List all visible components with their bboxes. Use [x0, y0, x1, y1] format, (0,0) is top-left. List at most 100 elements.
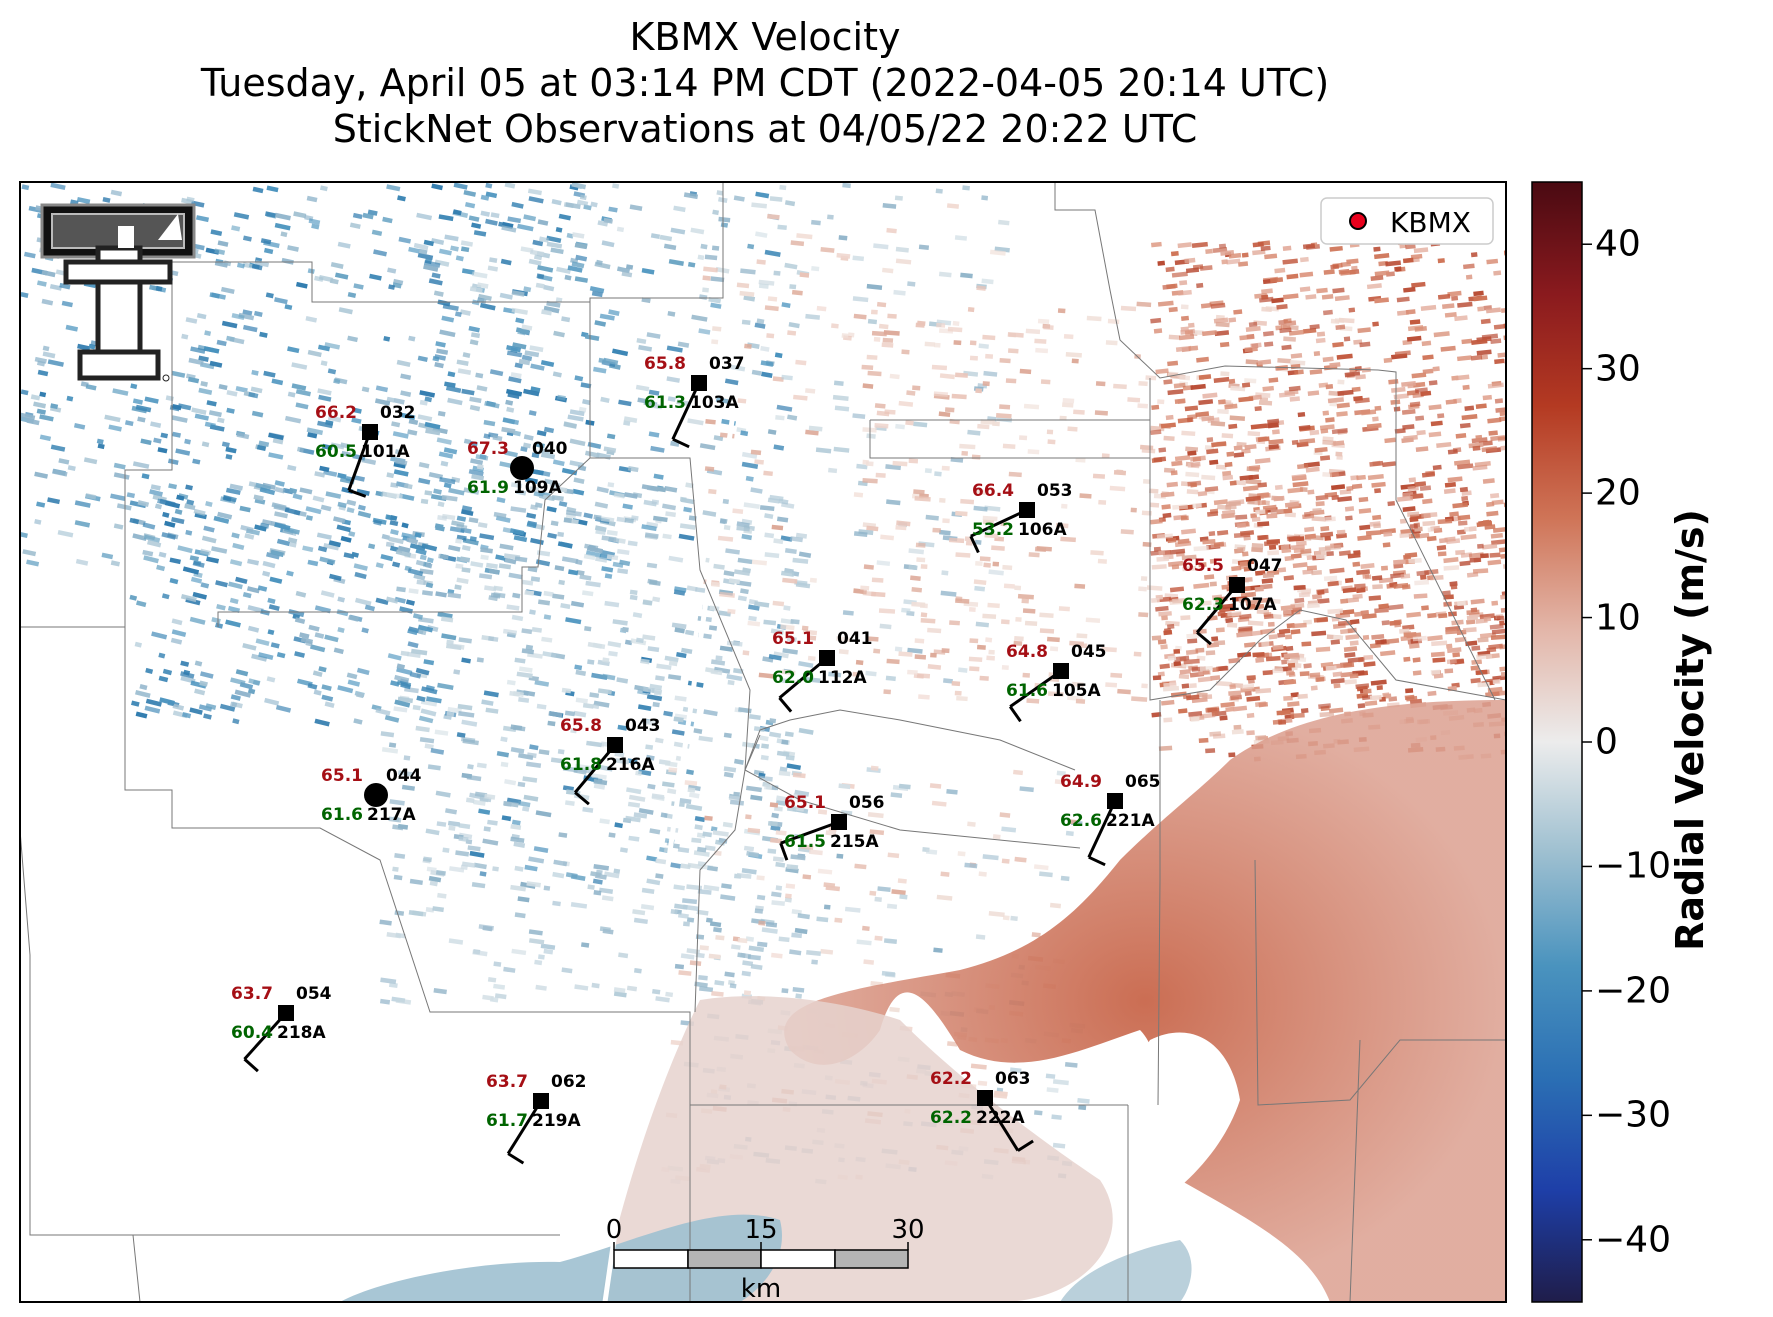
radar-gate	[295, 590, 307, 598]
radar-gate	[608, 309, 620, 316]
radar-gate	[1225, 504, 1237, 510]
radar-gate	[1382, 542, 1391, 548]
radar-gate	[324, 701, 335, 708]
radar-gate	[1137, 403, 1148, 409]
radar-gate	[1257, 500, 1267, 506]
radar-gate	[767, 213, 780, 220]
radar-gate	[686, 769, 694, 775]
radar-gate	[1149, 502, 1160, 508]
radar-gate	[866, 354, 878, 360]
radar-gate	[647, 783, 656, 790]
radar-gate	[751, 559, 768, 566]
radar-gate	[470, 458, 484, 466]
radar-gate	[521, 648, 535, 655]
radar-gate	[455, 850, 470, 857]
radar-gate	[1140, 576, 1148, 582]
radar-gate	[1381, 565, 1388, 571]
radar-gate	[705, 917, 713, 923]
colorbar-label: Radial Velocity (m/s)	[1668, 509, 1712, 951]
radar-gate	[767, 429, 777, 435]
radar-gate	[321, 694, 334, 702]
radar-gate	[228, 581, 243, 590]
radar-gate	[629, 594, 638, 601]
radar-gate	[1400, 573, 1411, 579]
radar-gate	[683, 921, 690, 927]
radar-gate	[797, 913, 810, 920]
radar-gate	[442, 303, 459, 311]
radar-gate	[730, 364, 746, 372]
radar-gate	[641, 297, 651, 304]
radar-gate	[710, 826, 718, 832]
radar-gate	[454, 311, 462, 317]
radar-gate	[790, 240, 805, 247]
radar-gate	[489, 369, 504, 377]
radar-gate	[1413, 593, 1428, 599]
radar-gate	[470, 332, 481, 339]
radar-gate	[129, 594, 138, 601]
station-wind-direction: 062	[551, 1072, 587, 1092]
radar-gate	[443, 447, 458, 455]
radar-gate	[508, 572, 523, 580]
radar-gate	[1217, 399, 1226, 405]
radar-gate	[801, 625, 809, 631]
radar-gate	[1026, 698, 1040, 704]
radar-gate	[553, 859, 568, 867]
radar-gate	[1073, 409, 1085, 415]
radar-gate	[1311, 569, 1322, 576]
radar-gate	[458, 823, 471, 830]
radar-gate	[1428, 380, 1438, 386]
radar-gate	[1206, 437, 1214, 443]
radar-gate	[445, 643, 462, 651]
radar-gate	[479, 533, 495, 541]
radar-gate	[1180, 304, 1189, 310]
radar-gate	[551, 495, 564, 502]
radar-gate	[885, 675, 896, 682]
radar-gate	[431, 183, 443, 191]
radar-gate	[430, 748, 445, 755]
radar-gate	[50, 444, 66, 452]
radar-gate	[775, 885, 783, 891]
radar-gate	[357, 504, 366, 511]
radar-gate	[699, 443, 716, 451]
radar-gate	[347, 292, 357, 299]
radar-gate	[780, 535, 793, 542]
radar-gate	[268, 604, 280, 611]
radar-gate	[608, 206, 618, 213]
radar-gate	[287, 464, 297, 471]
radar-gate	[895, 525, 907, 531]
radar-gate	[742, 650, 750, 656]
station-dewpoint: 61.7	[486, 1111, 528, 1131]
radar-gate	[211, 546, 228, 554]
radar-gate	[159, 697, 175, 706]
radar-gate	[841, 333, 849, 339]
radar-gate	[920, 564, 928, 570]
radar-gate	[145, 667, 154, 674]
radar-gate	[593, 864, 610, 871]
radar-gate	[982, 381, 990, 387]
radar-gate	[792, 557, 809, 564]
radar-gate	[894, 646, 903, 652]
radar-gate	[353, 563, 368, 571]
radar-gate	[623, 416, 638, 423]
radar-gate	[955, 598, 970, 604]
radar-gate	[171, 415, 188, 423]
radar-gate	[914, 638, 925, 644]
radar-gate	[274, 486, 286, 494]
radar-gate	[1139, 444, 1154, 451]
radar-gate	[371, 229, 383, 237]
radar-gate	[947, 326, 963, 333]
radar-gate	[476, 385, 488, 392]
radar-gate	[577, 465, 587, 472]
radar-gate	[201, 535, 217, 544]
radar-gate	[767, 296, 778, 302]
radar-gate	[674, 963, 685, 970]
radar-gate	[437, 611, 453, 619]
radar-gate	[426, 696, 442, 704]
radar-gate	[871, 330, 887, 337]
radar-gate	[510, 724, 523, 731]
radar-gate	[418, 462, 430, 469]
radar-gate	[852, 671, 860, 677]
radar-gate	[842, 610, 854, 616]
radar-gate	[702, 287, 709, 293]
radar-gate	[709, 921, 722, 928]
